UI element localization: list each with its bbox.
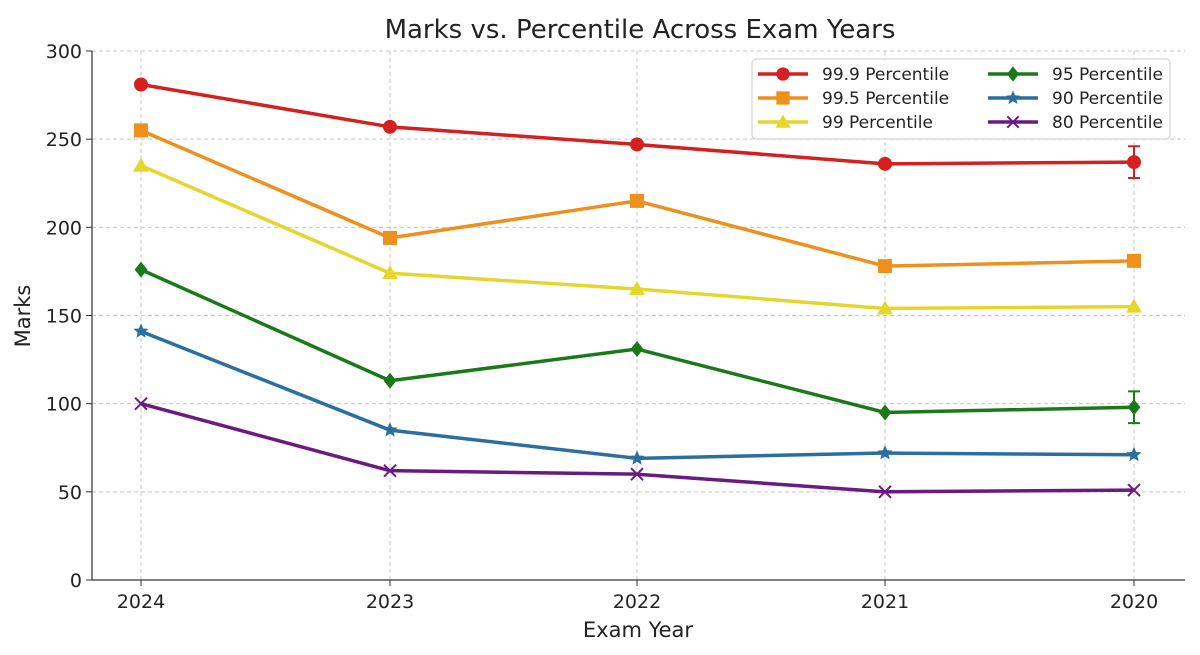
- x-tick-label: 2022: [613, 591, 661, 613]
- series-90-percentile: [133, 323, 1142, 465]
- x-marker: [1006, 115, 1020, 129]
- chart-title: Marks vs. Percentile Across Exam Years: [385, 15, 896, 45]
- x-tick-label: 2024: [117, 591, 165, 613]
- star-marker: [1126, 446, 1142, 462]
- x-marker: [630, 467, 644, 481]
- square-marker: [776, 91, 790, 105]
- x-marker: [878, 485, 892, 499]
- diamond-marker: [878, 404, 892, 421]
- square-marker: [878, 259, 892, 274]
- legend-label: 90 Percentile: [1052, 89, 1163, 109]
- x-tick-label: 2020: [1110, 591, 1158, 613]
- star-marker: [1005, 90, 1021, 105]
- y-tick-label: 50: [58, 482, 82, 504]
- series-99-9-percentile: [134, 77, 1141, 179]
- y-tick-label: 0: [70, 570, 82, 592]
- circle-marker: [134, 77, 148, 92]
- diamond-marker: [630, 341, 644, 358]
- diamond-marker: [134, 261, 148, 278]
- y-axis-label: Marks: [11, 285, 35, 348]
- triangle-marker: [775, 114, 791, 128]
- y-tick-label: 250: [46, 129, 82, 151]
- y-tick-label: 200: [46, 217, 82, 239]
- star-marker: [133, 323, 149, 338]
- triangle-marker: [629, 281, 645, 296]
- y-tick-label: 300: [46, 41, 82, 63]
- square-marker: [630, 193, 644, 208]
- x-marker: [134, 396, 148, 411]
- circle-marker: [1127, 155, 1141, 170]
- legend-box: [751, 58, 1171, 140]
- series-95-percentile: [134, 261, 1141, 425]
- star-marker: [877, 445, 893, 460]
- triangle-marker: [133, 157, 149, 172]
- series-group: [133, 77, 1142, 499]
- x-tick-label: 2023: [366, 591, 414, 613]
- triangle-marker: [877, 300, 893, 315]
- y-tick-label: 100: [46, 394, 82, 416]
- square-marker: [134, 123, 148, 138]
- circle-marker: [776, 67, 790, 81]
- circle-marker: [630, 137, 644, 152]
- x-marker: [1127, 483, 1141, 497]
- square-marker: [383, 230, 397, 245]
- legend-item: 99.5 Percentile: [758, 89, 949, 109]
- x-axis-label: Exam Year: [583, 618, 694, 642]
- legend-label: 99.5 Percentile: [822, 89, 949, 109]
- series-99-5-percentile: [134, 123, 1141, 274]
- diamond-marker: [383, 372, 397, 389]
- legend-item: 80 Percentile: [988, 113, 1163, 133]
- axes: 0 50 100 150 200 250 300 2024 2023 2022 2021 2020: [46, 41, 1185, 613]
- legend-item: 90 Percentile: [988, 89, 1163, 109]
- circle-marker: [383, 119, 397, 134]
- triangle-marker: [382, 265, 398, 280]
- legend-label: 95 Percentile: [1052, 65, 1163, 85]
- x-tick-label: 2021: [861, 591, 909, 613]
- diamond-marker: [1127, 399, 1141, 416]
- series-80-percentile: [134, 396, 1141, 499]
- legend-label: 99.9 Percentile: [822, 65, 949, 85]
- diamond-marker: [1006, 66, 1020, 82]
- legend: 99.9 Percentile 99.5 Percentile 99 Percent…: [751, 58, 1171, 140]
- triangle-marker: [1126, 298, 1142, 313]
- star-marker: [629, 450, 645, 465]
- legend-label: 80 Percentile: [1052, 113, 1163, 133]
- legend-item: 99.9 Percentile: [758, 65, 949, 85]
- series-99-percentile: [133, 157, 1142, 315]
- circle-marker: [878, 156, 892, 171]
- y-tick-label: 150: [46, 306, 82, 328]
- legend-label: 99 Percentile: [822, 113, 933, 133]
- legend-item: 99 Percentile: [758, 113, 933, 133]
- star-marker: [382, 422, 398, 437]
- square-marker: [1127, 253, 1141, 268]
- x-marker: [383, 463, 397, 478]
- legend-item: 95 Percentile: [988, 65, 1163, 85]
